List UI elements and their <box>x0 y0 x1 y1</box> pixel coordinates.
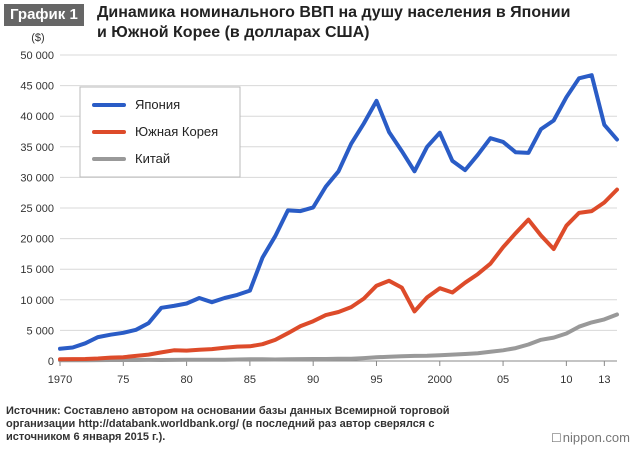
x-tick-label: 2000 <box>428 374 452 386</box>
axes: 0 5 000 10 000 15 000 20 000 25 000 30 000 35 0… <box>20 32 610 386</box>
brand-text: nippon.com <box>562 430 630 445</box>
nippon-logo-icon: ☐ <box>551 431 562 445</box>
y-tick-label: 5 000 <box>26 325 54 337</box>
x-tick-label: 05 <box>497 374 509 386</box>
series-line-south-korea <box>58 187 619 362</box>
y-tick-label: 15 000 <box>20 264 54 276</box>
y-tick-label: 45 000 <box>20 81 54 93</box>
chart-number-badge: График 1 <box>4 4 84 26</box>
x-tick-label: 75 <box>117 374 129 386</box>
y-tick-label: 25 000 <box>20 203 54 215</box>
series-line-china <box>58 312 619 363</box>
chart-title: Динамика номинального ВВП на душу населе… <box>97 3 637 43</box>
series-line-japan <box>58 73 619 351</box>
chart-title-line-2: и Южной Корее (в долларах США) <box>97 24 370 41</box>
legend: Япония Южная Корея Китай <box>79 86 241 178</box>
y-tick-label: 35 000 <box>20 142 54 154</box>
y-tick-label: 20 000 <box>20 234 54 246</box>
chart-title-line-1: Динамика номинального ВВП на душу населе… <box>97 4 571 21</box>
legend-label: Япония <box>135 97 180 112</box>
brand-logo: ☐nippon.com <box>551 430 630 445</box>
series-lines <box>58 73 619 363</box>
x-tick-label: 10 <box>560 374 572 386</box>
y-tick-label: 30 000 <box>20 172 54 184</box>
source-note: Источник: Составлено автором на основани… <box>6 405 450 443</box>
x-tick-label: 85 <box>244 374 256 386</box>
legend-label: Южная Корея <box>135 124 218 139</box>
x-tick-label: 90 <box>307 374 319 386</box>
y-tick-label: 0 <box>48 356 54 368</box>
x-tick-label: 13 <box>598 374 610 386</box>
y-tick-label: 10 000 <box>20 295 54 307</box>
x-tick-label: 80 <box>180 374 192 386</box>
y-tick-label: 50 000 <box>20 50 54 62</box>
x-tick-label: 1970 <box>48 374 72 386</box>
x-tick-label: 95 <box>370 374 382 386</box>
y-tick-label: 40 000 <box>20 111 54 123</box>
y-axis-unit-label: ($) <box>31 32 44 44</box>
legend-label: Китай <box>135 151 170 166</box>
